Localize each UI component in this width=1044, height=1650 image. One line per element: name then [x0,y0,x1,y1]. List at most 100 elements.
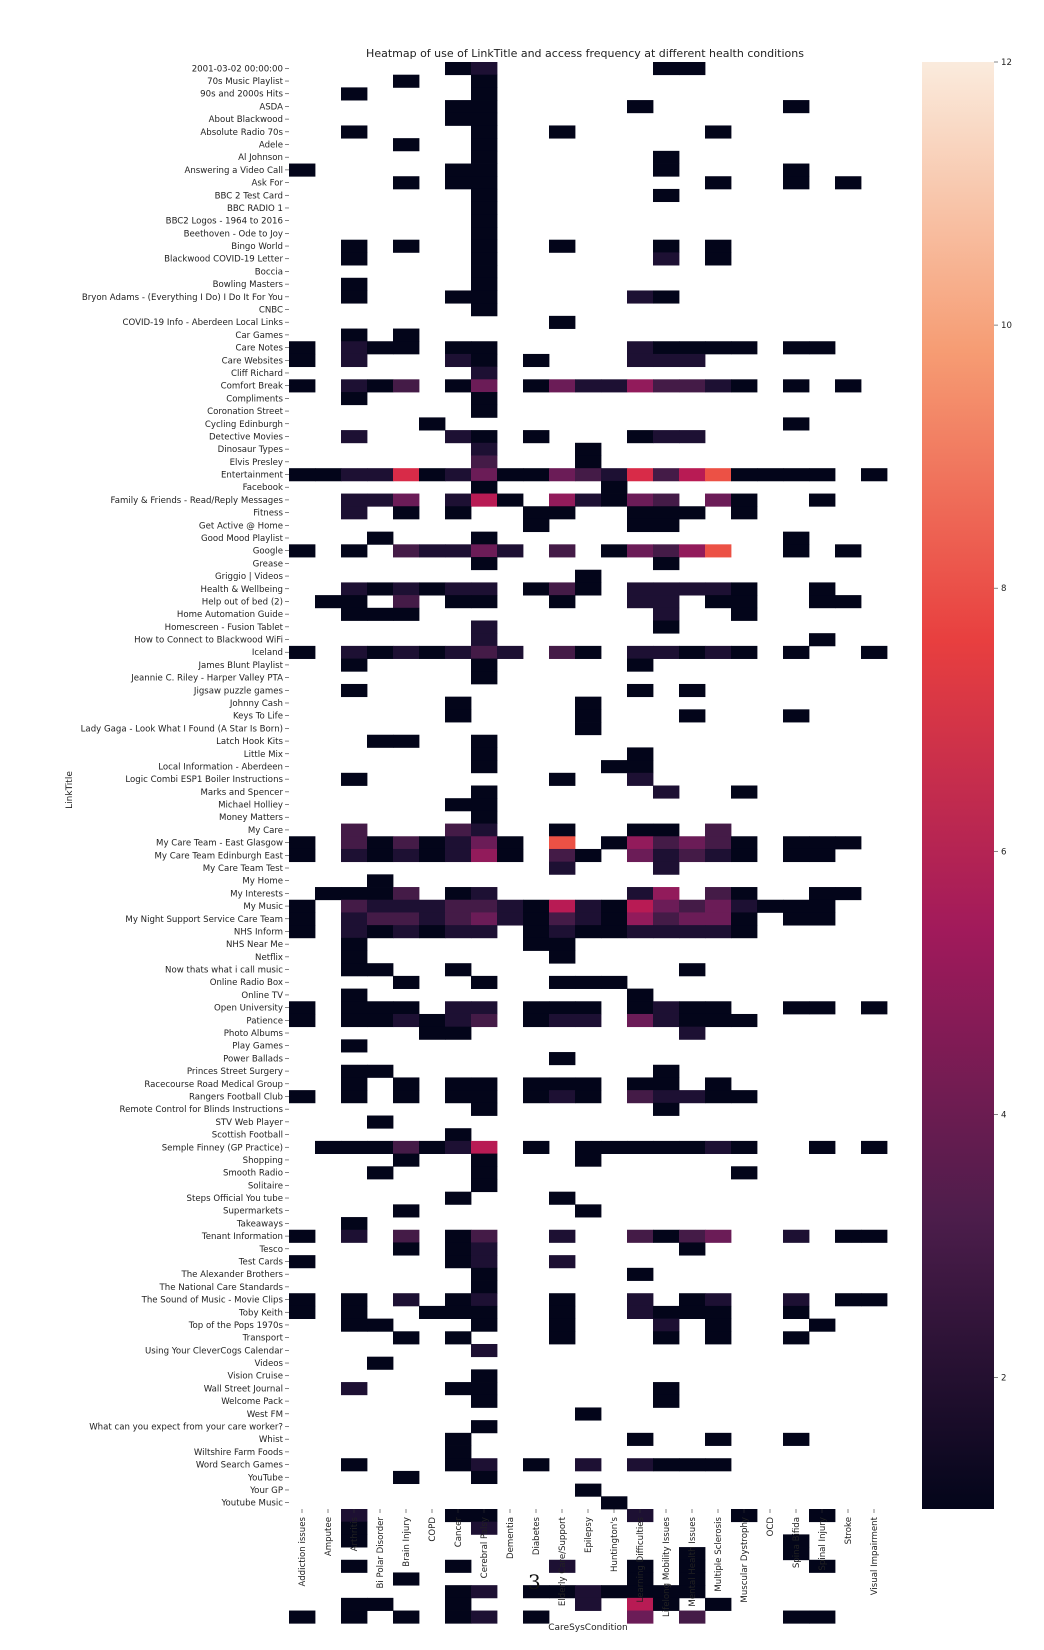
heatmap-cell [783,1432,810,1446]
heatmap-cell [549,1293,576,1307]
heatmap-cell [471,201,498,215]
row-label: Facebook [243,483,283,493]
heatmap-cell [679,544,706,558]
heatmap-cell [341,887,368,901]
heatmap-cell [393,1470,420,1485]
heatmap-cell [523,353,550,368]
heatmap-cell [471,1343,498,1358]
heatmap-cell [341,1001,368,1015]
heatmap-cell [419,582,446,596]
heatmap-cell [653,645,680,659]
heatmap-cell [705,1432,732,1446]
row-label: ASDA [259,102,283,112]
heatmap-cell [575,722,602,736]
heatmap-cell [315,595,342,609]
heatmap-cell [393,1204,420,1218]
heatmap-cell [653,557,680,571]
heatmap-cell [627,430,654,444]
heatmap-cell [471,1267,498,1281]
heatmap-cell [549,772,576,786]
heatmap-cell [471,975,498,989]
heatmap-cell [341,937,368,951]
heatmap-cell [471,74,498,88]
heatmap-cell [809,633,836,647]
heatmap-cell [341,950,368,964]
heatmap-cell [549,1229,576,1243]
heatmap-cell [393,239,420,253]
heatmap-cell [367,1318,394,1332]
heatmap-cell [471,1280,498,1294]
row-label: Fitness [253,509,283,519]
heatmap-cell [471,404,498,418]
heatmap-cell [549,1001,576,1015]
heatmap-cell [627,595,654,609]
heatmap-cell [341,1597,368,1611]
heatmap-cell [653,1077,680,1091]
column-label: Elderly Care/Support [558,1516,568,1606]
row-label: Homescreen - Fusion Tablet [165,623,284,633]
heatmap-cell [367,925,394,939]
row-label: Wall Street Journal [204,1384,283,1394]
heatmap-cell [471,1293,498,1307]
row-label: Tesco [258,1245,283,1255]
column-label: Addiction issues [298,1516,308,1586]
row-label: My Music [243,902,283,912]
heatmap-cell [445,709,472,723]
heatmap-cell [627,899,654,913]
heatmap-cell [653,1229,680,1243]
heatmap-cell [367,963,394,977]
heatmap-cell [731,379,758,393]
heatmap-cell [627,100,654,114]
heatmap-cell [445,290,472,304]
heatmap-cell [367,836,394,850]
heatmap-cell [575,1001,602,1015]
heatmap-cell [445,1305,472,1319]
heatmap-cell [523,1001,550,1015]
heatmap-cell [289,1610,316,1624]
heatmap-cell [393,138,420,152]
heatmap-cell [341,683,368,698]
heatmap-cell [393,1077,420,1091]
heatmap-cell [471,290,498,304]
heatmap-cell [549,493,576,507]
heatmap-cell [653,899,680,913]
row-label: My Interests [230,889,283,899]
heatmap-cell [341,1521,368,1535]
heatmap-cell [835,836,862,850]
heatmap-cell [705,1293,732,1307]
heatmap-cell [445,430,472,444]
row-label: COVID-19 Info - Aberdeen Local Links [122,318,283,328]
row-label: Keys To Life [233,712,283,722]
heatmap-cell [445,1293,472,1307]
heatmap-cell [627,493,654,507]
heatmap-cell [393,899,420,913]
heatmap-cell [341,658,368,672]
heatmap-cell [627,925,654,939]
heatmap-cell [341,277,368,291]
heatmap-cell [679,341,706,355]
row-label: Scottish Football [212,1131,283,1141]
heatmap-cell [575,645,602,659]
heatmap-cell [471,1394,498,1408]
row-label: Michael Holliey [218,801,283,811]
heatmap-cell [445,1077,472,1091]
heatmap-cell [601,760,628,774]
heatmap-cell [471,1585,498,1599]
heatmap-cell [523,937,550,951]
heatmap-cell [471,734,498,748]
row-label: Tenant Information [201,1232,283,1242]
heatmap-cell [809,887,836,901]
column-label: Dementia [506,1517,516,1559]
heatmap-cell [393,1293,420,1307]
heatmap-cell [471,493,498,507]
heatmap-cell [601,925,628,939]
heatmap-cell [679,468,706,482]
heatmap-cell [627,988,654,1002]
heatmap-cell [627,518,654,533]
heatmap-cell [783,848,810,863]
heatmap-cell [341,1318,368,1332]
heatmap-cell [471,188,498,203]
heatmap-cell [705,887,732,901]
heatmap-cell [471,1178,498,1193]
